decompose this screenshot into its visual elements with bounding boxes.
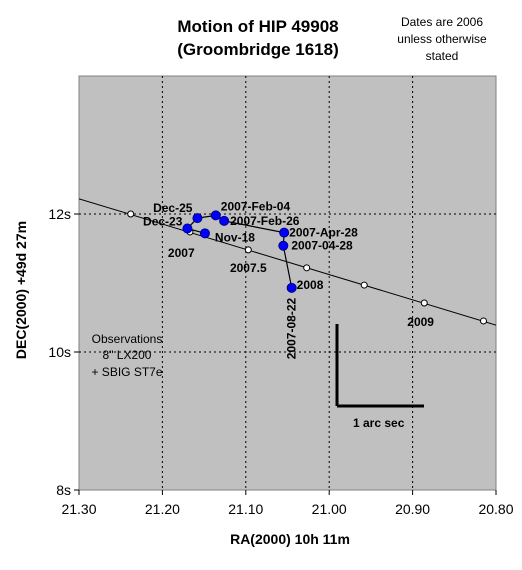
axis-ticks: 21.30 21.20 21.10 21.00 20.90 20.80 8s 10s 12s	[48, 206, 513, 517]
predicted-label-2008: 2008	[297, 278, 324, 292]
note-line-1: Dates are 2006	[401, 15, 483, 29]
observed-point-2007-feb-26	[219, 215, 230, 226]
y-tick-label-10s: 10s	[48, 344, 71, 360]
x-tick-label-20-80: 20.80	[478, 501, 513, 517]
predicted-point-2007-5	[244, 246, 252, 254]
x-tick-label-21-30: 21.30	[61, 501, 96, 517]
predicted-label-2009: 2009	[407, 315, 434, 329]
scale-bar	[335, 324, 424, 408]
predicted-point	[127, 210, 135, 218]
observed-label-dec-23: Dec-23	[143, 214, 183, 228]
observed-point-2007-04-28	[278, 240, 289, 251]
observed-label-nov-18: Nov-18	[215, 230, 255, 244]
observed-point-2007-apr-28	[279, 227, 290, 238]
predicted-label-2007: 2007	[168, 246, 195, 260]
observed-point-2007-08-22	[286, 282, 297, 293]
x-axis-title: RA(2000) 10h 11m	[230, 531, 350, 547]
predicted-label-2007-5: 2007.5	[230, 261, 267, 275]
predicted-point-2009	[420, 299, 428, 307]
observed-label-2007-feb-04: 2007-Feb-04	[221, 199, 291, 213]
x-tick-label-21-10: 21.10	[228, 501, 263, 517]
observed-point-dec-25	[192, 213, 203, 224]
predicted-point-2008	[303, 264, 311, 272]
y-tick-label-8s: 8s	[56, 482, 71, 498]
observed-label-2007-08-22: 2007-08-22	[285, 298, 299, 360]
observations-line-1: Observations	[92, 332, 163, 346]
observed-label-2007-apr-28: 2007-Apr-28	[289, 226, 358, 240]
x-tick-label-21-20: 21.20	[145, 501, 180, 517]
note-line-3: stated	[426, 49, 459, 63]
observed-label-dec-25: Dec-25	[153, 201, 193, 215]
predicted-point	[479, 317, 487, 325]
observed-point-dec-23	[182, 223, 193, 234]
observed-point-nov-18	[199, 228, 210, 239]
chart-title-line-1: Motion of HIP 49908	[177, 17, 338, 36]
plot-area	[78, 75, 497, 491]
grid-lines	[79, 76, 496, 490]
observations-line-3: + SBIG ST7e	[91, 365, 162, 379]
y-tick-label-12s: 12s	[48, 206, 71, 222]
note-line-2: unless otherwise	[397, 32, 487, 46]
x-tick-label-20-90: 20.90	[395, 501, 430, 517]
observed-point-2007-feb-04	[210, 210, 221, 221]
y-axis-title: DEC(2000) +49d 27m	[13, 221, 29, 359]
observed-positions	[182, 210, 297, 293]
predicted-point	[360, 281, 368, 289]
observed-label-2007-feb-26: 2007-Feb-26	[230, 214, 300, 228]
observations-line-2: 8" LX200	[103, 348, 152, 362]
scale-bar-label: 1 arc sec	[353, 416, 405, 430]
x-tick-label-21-00: 21.00	[312, 501, 347, 517]
chart-title-line-2: (Groombridge 1618)	[177, 40, 339, 59]
observed-label-2007-04-28: 2007-04-28	[291, 239, 353, 253]
predicted-motion	[79, 198, 496, 326]
